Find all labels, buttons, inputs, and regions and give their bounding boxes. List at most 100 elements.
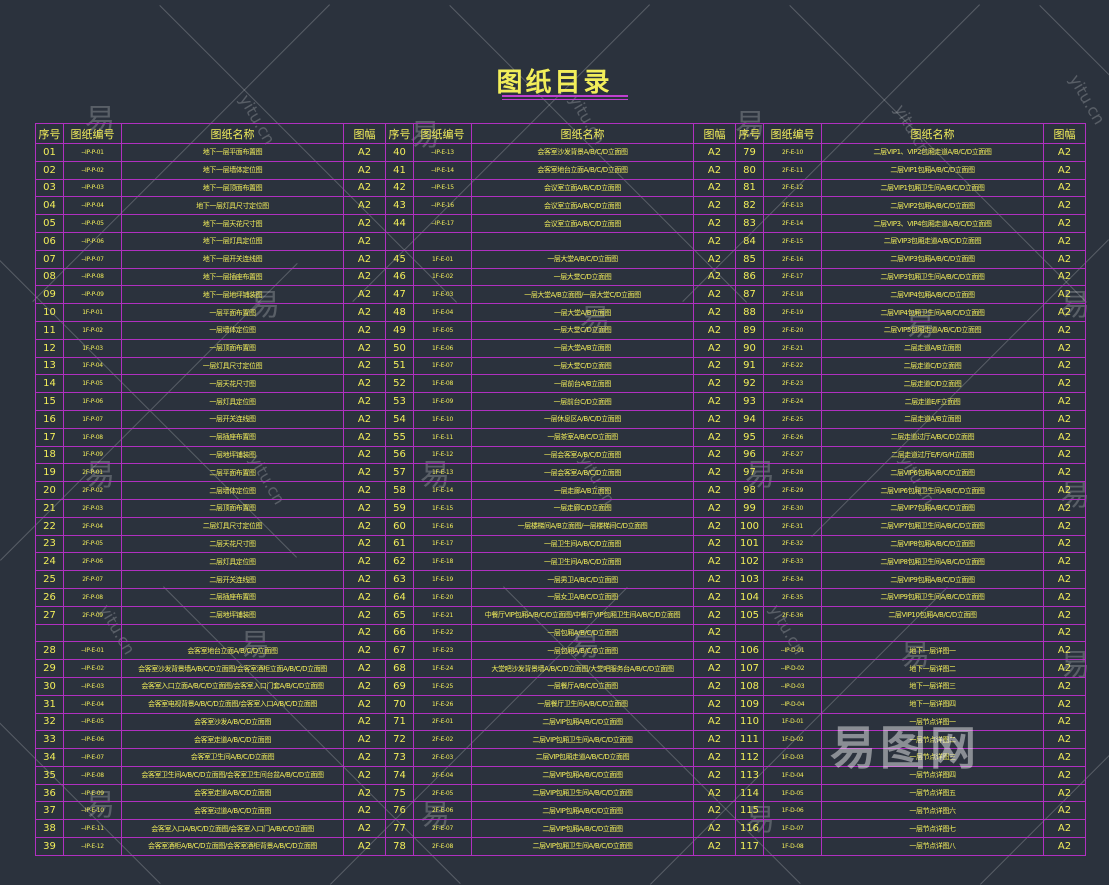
header-code: 图纸编号 — [63, 123, 122, 144]
row-seq: 96 — [735, 445, 764, 465]
sheet-size: A2 — [343, 303, 386, 322]
drawing-code: 1F-E-09 — [413, 392, 472, 411]
drawing-name: 会客室地台立面A/B/C/D立面图 — [121, 641, 344, 661]
drawing-code: 2F-E-35 — [763, 587, 822, 607]
drawing-code: 2F-E-36 — [763, 605, 822, 625]
table-row: 36 --IP-E-09 会客室走道A/B/C/D立面图 A2 75 2F-E-05 二层V… — [35, 783, 1086, 803]
sheet-size: A2 — [343, 765, 386, 785]
drawing-code: 1F-D-06 — [763, 801, 822, 821]
drawing-code: 1F-E-11 — [413, 427, 472, 447]
drawing-name: 一层节点详图六 — [821, 801, 1044, 821]
drawing-name: 会客室沙发背景A/B/C/D立面图 — [471, 143, 694, 162]
drawing-code: --IP-P-08 — [63, 267, 122, 287]
drawing-name: 一层地坪铺装图 — [121, 445, 344, 465]
drawing-name: 地下一层开关连线图 — [121, 249, 344, 269]
table-row: 26 2F-P-08 二层插座布置图 A2 64 1F-E-20 一层女卫A/B/C/D立面… — [35, 587, 1086, 607]
row-seq: 42 — [385, 178, 414, 198]
drawing-code: --IP-P-03 — [63, 178, 122, 198]
row-seq: 87 — [735, 285, 764, 305]
drawing-code: 2F-E-04 — [413, 765, 472, 785]
drawing-name: 二层VIP包厢卫生间A/B/C/D立面图 — [471, 837, 694, 856]
row-seq: 85 — [735, 249, 764, 269]
drawing-code: --IP-D-03 — [763, 676, 822, 696]
drawing-name: 二层VIP包厢走道A/B/C/D立面图 — [471, 748, 694, 767]
drawing-code: --IP-E-03 — [63, 676, 122, 696]
drawing-code: --IP-E-13 — [413, 143, 472, 162]
drawing-code: 2F-E-27 — [763, 445, 822, 465]
row-seq: 101 — [735, 534, 764, 554]
table-row: 06 --IP-P-06 地下一层灯具定位图 A2 A2 84 2F-E-15 二层VIP3包… — [35, 231, 1086, 251]
drawing-name: 一层开关连线图 — [121, 409, 344, 429]
row-seq: 76 — [385, 801, 414, 821]
row-seq: 18 — [35, 445, 64, 465]
row-seq: 36 — [35, 783, 64, 803]
row-seq: 91 — [735, 356, 764, 376]
drawing-code: 1F-P-02 — [63, 320, 122, 340]
sheet-size: A2 — [693, 748, 736, 767]
sheet-size: A2 — [343, 196, 386, 216]
drawing-name: 二层VIP6包厢卫生间A/B/C/D立面图 — [821, 481, 1044, 500]
sheet-size: A2 — [1043, 427, 1086, 447]
drawing-code: 1F-E-17 — [413, 534, 472, 554]
drawing-name: 二层VIP1包厢A/B/C/D立面图 — [821, 160, 1044, 180]
row-seq: 92 — [735, 374, 764, 394]
drawing-code: 2F-E-22 — [763, 356, 822, 376]
row-seq: 77 — [385, 819, 414, 839]
drawing-name: 一层楼梯间A/B立面图/一层楼梯间C/D立面图 — [471, 516, 694, 536]
drawing-name: 二层VIP2包厢A/B/C/D立面图 — [821, 196, 1044, 216]
sheet-size: A2 — [1043, 356, 1086, 376]
sheet-size: A2 — [343, 694, 386, 714]
sheet-size: A2 — [343, 356, 386, 376]
drawing-code: --IP-E-01 — [63, 641, 122, 661]
row-seq: 84 — [735, 231, 764, 251]
drawing-code: 2F-E-11 — [763, 160, 822, 180]
row-seq: 69 — [385, 676, 414, 696]
row-seq: 73 — [385, 748, 414, 767]
row-seq: 09 — [35, 285, 64, 305]
row-seq: 98 — [735, 481, 764, 500]
table-row: 33 --IP-E-06 会客室走道A/B/C/D立面图 A2 72 2F-E-02 二层V… — [35, 730, 1086, 750]
sheet-size: A2 — [343, 160, 386, 180]
drawing-code: 2F-E-14 — [763, 214, 822, 233]
sheet-size: A2 — [343, 409, 386, 429]
sheet-size: A2 — [693, 392, 736, 411]
sheet-size: A2 — [693, 463, 736, 483]
sheet-size: A2 — [1043, 267, 1086, 287]
sheet-size: A2 — [693, 481, 736, 500]
drawing-code: 1F-E-03 — [413, 285, 472, 305]
row-seq: 33 — [35, 730, 64, 750]
drawing-name: 一层卫生间A/B/C/D立面图 — [471, 552, 694, 572]
sheet-size: A2 — [1043, 659, 1086, 678]
drawing-name: 会客室电视背景A/B/C/D立面图/会客室入口A/B/C/D立面图 — [121, 694, 344, 714]
sheet-size: A2 — [693, 552, 736, 572]
row-seq: 75 — [385, 783, 414, 803]
drawing-code: --IP-E-05 — [63, 712, 122, 732]
sheet-size: A2 — [1043, 143, 1086, 162]
sheet-size: A2 — [693, 623, 736, 643]
drawing-code: --IP-P-05 — [63, 214, 122, 233]
drawing-code: --IP-E-14 — [413, 160, 472, 180]
sheet-size: A2 — [343, 552, 386, 572]
drawing-name: 会客室过道A/B/C/D立面图 — [121, 801, 344, 821]
drawing-name: 二层VIP包厢卫生间A/B/C/D立面图 — [471, 783, 694, 803]
drawing-name: 会客室走道A/B/C/D立面图 — [121, 783, 344, 803]
sheet-size: A2 — [693, 196, 736, 216]
sheet-size: A2 — [1043, 463, 1086, 483]
drawing-code: 2F-E-10 — [763, 143, 822, 162]
drawing-code: --IP-P-06 — [63, 231, 122, 251]
drawing-code: 2F-E-18 — [763, 285, 822, 305]
sheet-size: A2 — [693, 659, 736, 678]
drawing-name: 二层VIP4包厢卫生间A/B/C/D立面图 — [821, 303, 1044, 322]
drawing-code: 1F-P-08 — [63, 427, 122, 447]
drawing-name: 会客室卫生间A/B/C/D立面图 — [121, 748, 344, 767]
drawing-code: --IP-E-10 — [63, 801, 122, 821]
row-seq: 11 — [35, 320, 64, 340]
drawing-name: 一层前台A/B立面图 — [471, 374, 694, 394]
sheet-size: A2 — [343, 516, 386, 536]
row-seq: 41 — [385, 160, 414, 180]
drawing-name: 二层VIP包厢A/B/C/D立面图 — [471, 765, 694, 785]
drawing-name: 一层大堂C/D立面图 — [471, 267, 694, 287]
sheet-size: A2 — [1043, 498, 1086, 518]
drawing-code: 1F-D-02 — [763, 730, 822, 750]
sheet-size: A2 — [1043, 516, 1086, 536]
